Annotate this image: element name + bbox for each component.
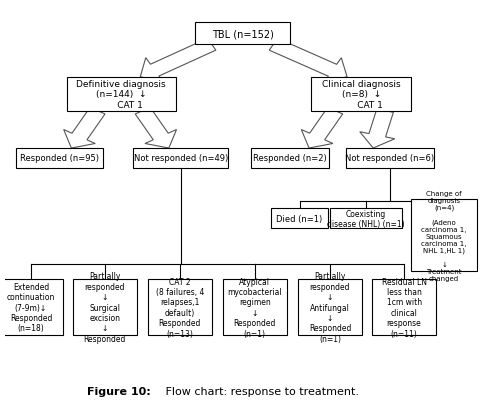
Polygon shape	[269, 39, 347, 83]
Text: Not responded (n=49): Not responded (n=49)	[133, 154, 227, 163]
FancyBboxPatch shape	[0, 279, 63, 335]
Text: Responded (n=2): Responded (n=2)	[253, 154, 326, 163]
Text: Clinical diagnosis
(n=8)  ↓
      CAT 1: Clinical diagnosis (n=8) ↓ CAT 1	[321, 80, 400, 109]
FancyBboxPatch shape	[66, 77, 176, 111]
Text: Change of
diagnosis
(n=4)

(Adeno
carcinoma 1,
Squamous
carcinoma 1,
NHL 1,HL 1): Change of diagnosis (n=4) (Adeno carcino…	[421, 190, 466, 281]
Text: Responded (n=95): Responded (n=95)	[20, 154, 99, 163]
FancyBboxPatch shape	[410, 200, 476, 271]
Polygon shape	[140, 39, 215, 83]
Polygon shape	[63, 108, 105, 149]
Text: Figure 10:: Figure 10:	[0, 404, 1, 405]
FancyBboxPatch shape	[345, 149, 433, 168]
Text: Partially
responded
↓
Surgical
excision
↓
Responded: Partially responded ↓ Surgical excision …	[83, 272, 125, 343]
FancyBboxPatch shape	[330, 209, 401, 228]
Polygon shape	[135, 108, 176, 149]
Polygon shape	[301, 108, 342, 149]
FancyBboxPatch shape	[195, 23, 289, 45]
FancyBboxPatch shape	[73, 279, 136, 335]
Text: Extended
continuation
(7-9m)↓
Responded
(n=18): Extended continuation (7-9m)↓ Responded …	[7, 282, 55, 333]
FancyBboxPatch shape	[147, 279, 212, 335]
Text: Atypical
mycobacterial
regimen
↓
Responded
(n=1): Atypical mycobacterial regimen ↓ Respond…	[227, 277, 282, 338]
Text: Died (n=1): Died (n=1)	[276, 214, 322, 223]
FancyBboxPatch shape	[222, 279, 287, 335]
Text: CAT 2
(8 failures, 4
relapses,1
default)
Responded
(n=13): CAT 2 (8 failures, 4 relapses,1 default)…	[155, 277, 204, 338]
FancyBboxPatch shape	[133, 149, 228, 168]
Polygon shape	[359, 110, 394, 149]
Text: Coexisting
disease (NHL) (n=1): Coexisting disease (NHL) (n=1)	[327, 209, 404, 228]
FancyBboxPatch shape	[250, 149, 329, 168]
FancyBboxPatch shape	[297, 279, 361, 335]
Text: TBL (n=152): TBL (n=152)	[211, 29, 273, 39]
Text: Not responded (n=6): Not responded (n=6)	[345, 154, 434, 163]
Text: Partially
responded
↓
Antifungal
↓
Responded
(n=1): Partially responded ↓ Antifungal ↓ Respo…	[308, 272, 350, 343]
Text: Definitive diagnosis
(n=144)  ↓
      CAT 1: Definitive diagnosis (n=144) ↓ CAT 1	[76, 80, 166, 109]
FancyBboxPatch shape	[311, 77, 410, 111]
Text: Figure 10:: Figure 10:	[87, 386, 151, 396]
FancyBboxPatch shape	[271, 209, 327, 228]
FancyBboxPatch shape	[15, 149, 103, 168]
Text: Residual LN
less than
1cm with
clinical
response
(n=11): Residual LN less than 1cm with clinical …	[381, 277, 426, 338]
FancyBboxPatch shape	[371, 279, 435, 335]
Text: Flow chart: response to treatment.: Flow chart: response to treatment.	[162, 386, 359, 396]
